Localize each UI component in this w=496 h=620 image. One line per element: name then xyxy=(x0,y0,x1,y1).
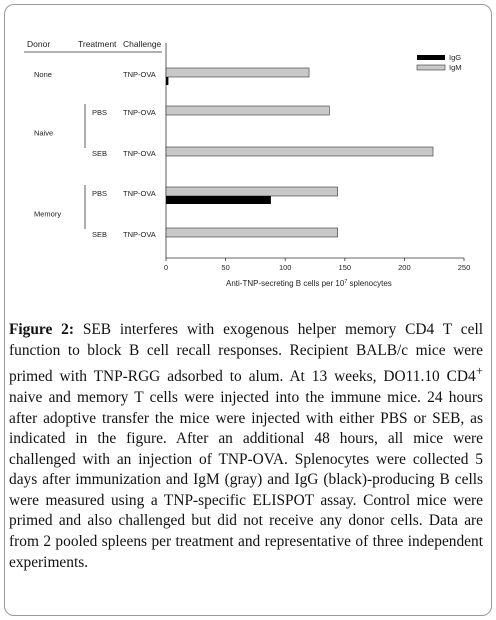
header-challenge: Challenge xyxy=(123,39,162,49)
treatment-label: PBS xyxy=(92,108,107,117)
bar-chart: Donor Treatment Challenge TNP-OVA TNP-OVA… xyxy=(24,39,471,288)
caption-superscript: + xyxy=(475,364,483,379)
treatment-label: PBS xyxy=(92,189,107,198)
header-donor: Donor xyxy=(27,39,50,49)
challenge-label: TNP-OVA xyxy=(123,149,156,158)
x-tick-label: 200 xyxy=(398,263,411,272)
donor-label: Memory xyxy=(34,210,61,219)
challenge-label: TNP-OVA xyxy=(123,108,156,117)
challenge-label: TNP-OVA xyxy=(123,230,156,239)
legend-swatch-igg xyxy=(417,55,445,60)
bar-igg xyxy=(166,196,271,204)
x-tick-label: 50 xyxy=(221,263,229,272)
bar-igm xyxy=(165,227,338,238)
header-treatment: Treatment xyxy=(78,39,117,49)
donor-label: Naive xyxy=(34,129,53,138)
bar-igm xyxy=(165,186,338,197)
x-tick-label: 250 xyxy=(458,263,471,272)
treatment-label: SEB xyxy=(92,230,107,239)
legend-swatch-igm xyxy=(416,64,446,71)
x-tick-label: 0 xyxy=(164,263,168,272)
x-axis-label: Anti-TNP-secreting B cells per 107 splen… xyxy=(226,279,392,288)
donor-label: None xyxy=(34,70,52,79)
bar-igm xyxy=(165,105,330,116)
x-tick-label: 150 xyxy=(339,263,352,272)
caption-text-2: naive and memory T cells were injected i… xyxy=(9,388,483,571)
treatment-label: SEB xyxy=(92,149,107,158)
caption-text-1: SEB interferes with exogenous helper mem… xyxy=(9,321,483,386)
x-tick-label: 100 xyxy=(279,263,292,272)
bar-igg xyxy=(166,77,169,85)
caption-label: Figure 2: xyxy=(9,321,74,338)
legend-label-igg: IgG xyxy=(449,53,461,62)
bar-igm xyxy=(165,67,310,78)
figure-caption: Figure 2: SEB interferes with exogenous … xyxy=(9,320,483,573)
challenge-label: TNP-OVA xyxy=(123,189,156,198)
challenge-label: TNP-OVA xyxy=(123,70,156,79)
legend: IgG IgM xyxy=(416,53,462,72)
legend-label-igm: IgM xyxy=(449,63,462,72)
bar-igm xyxy=(165,146,434,157)
